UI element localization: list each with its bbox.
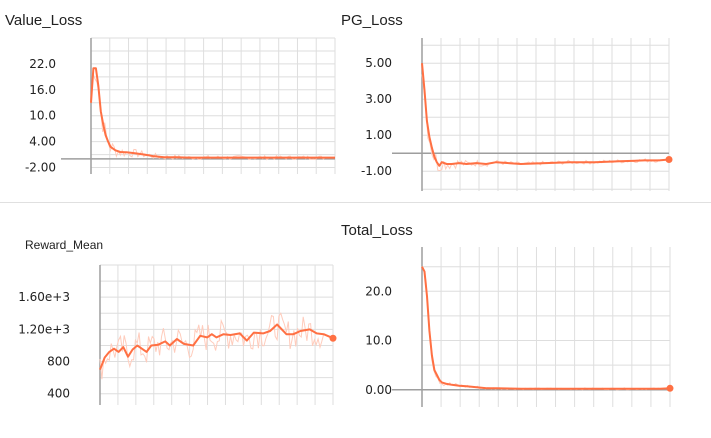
y-tick-label: 3.00 [365,92,392,106]
y-tick-label: 800 [47,355,70,369]
raw-series-line [99,312,325,380]
series-end-point [329,334,337,342]
smoothed-series-line [90,67,335,159]
y-tick-label: 22.0 [29,57,56,71]
y-tick-label: 4.00 [29,135,56,149]
y-tick-label: 400 [47,387,70,401]
y-tick-label: 1.00 [365,128,392,142]
y-tick-label: 20.0 [365,284,392,298]
series-end-point [666,384,674,392]
smoothed-series-line [421,266,671,390]
raw-series-line [421,266,661,391]
y-tick-label: 0.00 [365,383,392,397]
y-tick-label: -1.00 [361,164,392,178]
chart-title-pg-loss: PG_Loss [341,12,403,29]
panel-divider-left [0,202,348,203]
chart-title-value-loss: Value_Loss [5,12,83,29]
panel-divider-right [348,202,711,203]
smoothed-series-line [99,323,334,370]
y-tick-label: 5.00 [365,56,392,70]
y-tick-label: 10.0 [365,334,392,348]
y-tick-label: 10.0 [29,109,56,123]
series-end-point [665,156,673,163]
raw-series-line [90,73,326,161]
smoothed-series-line [421,63,670,167]
chart-title-reward-mean: Reward_Mean [25,238,104,252]
y-tick-label: 1.20e+3 [18,322,70,336]
chart-title-total-loss: Total_Loss [341,222,413,239]
y-tick-label: -2.00 [25,161,56,175]
y-tick-label: 16.0 [29,83,56,97]
y-tick-label: 1.60e+3 [18,290,70,304]
